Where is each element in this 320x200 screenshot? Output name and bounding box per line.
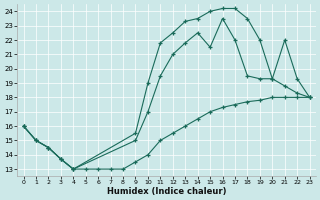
X-axis label: Humidex (Indice chaleur): Humidex (Indice chaleur) bbox=[107, 187, 226, 196]
